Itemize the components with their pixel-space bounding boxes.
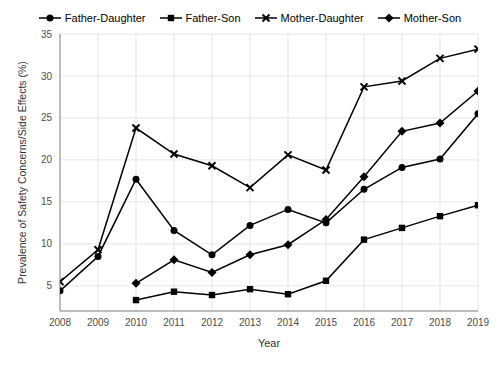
svg-text:2008: 2008 (49, 317, 72, 328)
svg-text:2019: 2019 (467, 317, 490, 328)
svg-text:2015: 2015 (315, 317, 338, 328)
svg-text:25: 25 (41, 112, 53, 123)
html-text:Father-Daughter: Father-Daughter (64, 12, 146, 24)
svg-text:2012: 2012 (201, 317, 224, 328)
svg-text:Prevalence of Safety Concerns/: Prevalence of Safety Concerns/Side Effec… (16, 61, 28, 284)
svg-text:2013: 2013 (239, 317, 262, 328)
svg-text:2011: 2011 (163, 317, 185, 328)
svg-text:5: 5 (46, 280, 52, 291)
svg-text:10: 10 (41, 238, 53, 249)
html-text:Father-Son: Father-Son (185, 12, 241, 24)
svg-text:2016: 2016 (353, 317, 376, 328)
svg-text:2014: 2014 (277, 317, 300, 328)
svg-text:2018: 2018 (429, 317, 452, 328)
svg-text:2009: 2009 (87, 317, 110, 328)
svg-text:Year: Year (258, 337, 281, 349)
html-text:Mother-Son: Mother-Son (403, 12, 462, 24)
svg-text:35: 35 (41, 29, 53, 40)
svg-text:2010: 2010 (125, 317, 148, 328)
svg-text:20: 20 (41, 154, 53, 165)
html-text:Mother-Daughter: Mother-Daughter (280, 12, 364, 24)
svg-text:30: 30 (41, 71, 53, 82)
svg-text:2017: 2017 (391, 317, 414, 328)
svg-text:15: 15 (41, 196, 53, 207)
